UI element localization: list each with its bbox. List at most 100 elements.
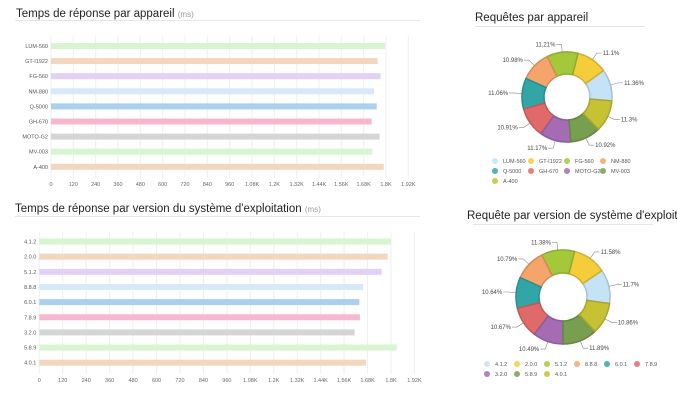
y-tick-label: 5.1.2 <box>24 270 36 276</box>
leader-line <box>585 137 595 146</box>
x-tick-label: 1.56K <box>337 378 352 384</box>
slice-value-label: 11.06% <box>488 91 509 97</box>
legend-swatch <box>528 158 534 164</box>
slice-value-label: 11.21% <box>536 42 557 48</box>
legend-label: 4.0.1 <box>555 372 567 378</box>
y-tick-label: LUM-560 <box>25 44 48 50</box>
bar <box>51 163 384 170</box>
legend-label: GH-670 <box>539 169 558 175</box>
bar <box>39 314 360 321</box>
legend-label: Q-5000 <box>503 169 521 175</box>
slice-value-label: 11.7% <box>623 283 640 289</box>
y-tick-label: FG-560 <box>29 74 48 80</box>
x-tick-label: 1.08K <box>243 378 258 384</box>
legend-label: MOTO-G2 <box>575 169 601 175</box>
legend-swatch <box>514 361 520 367</box>
x-tick-label: 240 <box>82 378 91 384</box>
slice-value-label: 11.36% <box>624 81 645 87</box>
bar <box>39 359 366 366</box>
leader-line <box>518 122 531 128</box>
legend-swatch <box>574 361 580 367</box>
legend-swatch <box>600 158 606 164</box>
slice-value-label: 11.58% <box>601 250 622 256</box>
bar <box>51 73 381 80</box>
bar <box>51 43 386 49</box>
divider <box>15 20 420 21</box>
y-tick-label: MV-003 <box>29 150 48 156</box>
divider <box>473 224 653 225</box>
bar <box>39 344 397 351</box>
x-tick-label: 1.2K <box>268 378 280 384</box>
y-tick-label: 4.1.2 <box>24 240 36 246</box>
legend-swatch <box>544 361 550 367</box>
y-tick-label: 3.2.0 <box>24 330 36 336</box>
x-tick-label: 240 <box>91 182 100 188</box>
legend-swatch <box>492 158 498 164</box>
legend-swatch <box>634 361 640 367</box>
y-tick-label: GT-I1922 <box>25 59 48 65</box>
leader-line <box>608 284 622 287</box>
legend-label: GT-I1922 <box>539 159 562 165</box>
x-tick-label: 120 <box>69 182 78 188</box>
legend-label: 6.0.1 <box>615 362 627 368</box>
legend-label: 5.8.9 <box>525 372 537 378</box>
legend-label: 3.2.0 <box>495 372 507 378</box>
slice-value-label: 11.89% <box>589 346 610 352</box>
x-tick-label: 1.8K <box>385 378 397 384</box>
x-tick-label: 600 <box>158 182 167 188</box>
leader-line <box>556 43 563 53</box>
x-tick-label: 1.68K <box>360 378 375 384</box>
y-tick-label: 5.8.9 <box>24 346 36 352</box>
bar <box>39 299 360 306</box>
slice-value-label: 10.64% <box>482 290 503 296</box>
x-tick-label: 720 <box>175 378 184 384</box>
leader-line <box>548 140 556 149</box>
legend-label: 2.0.0 <box>525 362 537 368</box>
x-tick-label: 840 <box>203 182 212 188</box>
legend-swatch <box>484 361 490 367</box>
leader-line <box>591 52 602 60</box>
legend-label: 4.1.2 <box>495 362 507 368</box>
x-tick-label: 120 <box>58 378 67 384</box>
device-response-title: Temps de réponse par appareil (ms) <box>16 8 194 20</box>
legend-swatch <box>600 168 606 174</box>
x-tick-label: 1.8K <box>380 182 392 188</box>
slice-value-label: 11.38% <box>531 240 552 246</box>
legend-swatch <box>564 158 570 164</box>
legend-label: FG-560 <box>575 159 594 165</box>
x-tick-label: 360 <box>113 182 122 188</box>
leader-line <box>503 291 517 294</box>
bar <box>51 148 373 155</box>
x-tick-label: 1.44K <box>312 182 327 188</box>
bar <box>39 238 392 245</box>
legend-swatch <box>484 371 490 377</box>
legend-swatch <box>528 168 534 174</box>
slice-value-label: 11.1% <box>603 51 620 57</box>
leader-line <box>579 340 589 349</box>
leader-line <box>518 258 530 265</box>
y-tick-label: 4.0.1 <box>24 361 36 367</box>
slice-value-label: 10.86% <box>618 320 639 326</box>
legend-swatch <box>492 178 498 184</box>
unit-text: (ms) <box>304 205 321 214</box>
slice-value-label: 10.79% <box>497 257 518 263</box>
legend-swatch <box>492 168 498 174</box>
os-response-title: Temps de réponse par version du système … <box>15 203 321 215</box>
x-tick-label: 1.08K <box>245 182 260 188</box>
y-tick-label: 6.0.1 <box>24 300 36 306</box>
leader-line <box>523 59 535 66</box>
bar <box>51 118 372 125</box>
y-tick-label: GH-670 <box>29 120 48 126</box>
x-tick-label: 0 <box>38 378 41 384</box>
device-requests-title: Requêtes par appareil <box>475 12 589 24</box>
x-tick-label: 480 <box>128 378 137 384</box>
x-tick-label: 1.32K <box>290 378 305 384</box>
leader-line <box>540 341 549 350</box>
legend-swatch <box>544 371 550 377</box>
x-tick-label: 1.32K <box>289 182 304 188</box>
x-tick-label: 0 <box>49 182 52 188</box>
donut-slice <box>578 299 611 333</box>
legend-label: MV-003 <box>611 169 630 175</box>
leader-line <box>551 242 559 251</box>
bar <box>39 283 364 290</box>
